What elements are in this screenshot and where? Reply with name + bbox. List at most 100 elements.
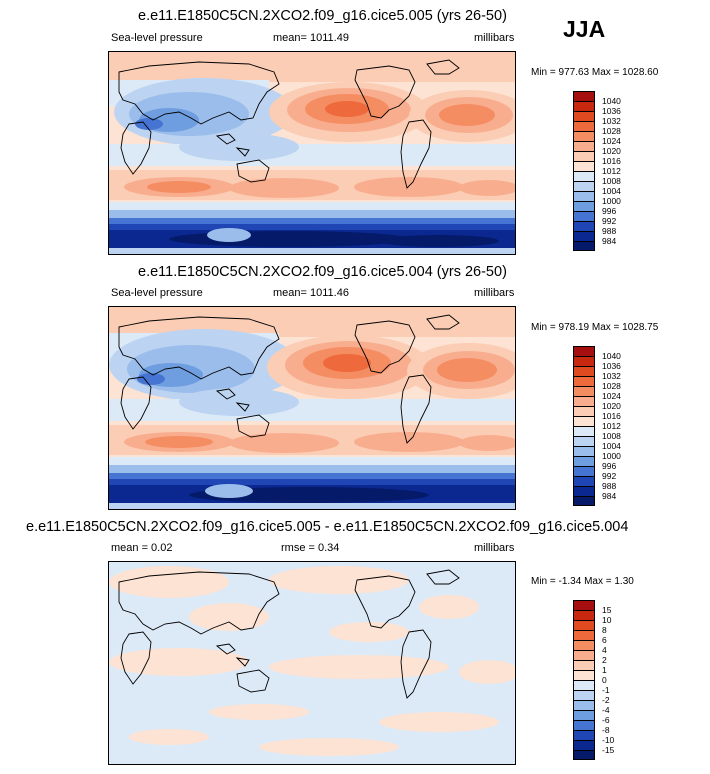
colorbar-swatch bbox=[573, 426, 595, 436]
colorbar-level-label: 996 bbox=[602, 205, 617, 216]
colorbar-level-label: 4 bbox=[602, 644, 607, 655]
colorbar-level-label: 2 bbox=[602, 654, 607, 665]
colorbar-level-label: 1016 bbox=[602, 410, 621, 421]
colorbar-swatch bbox=[573, 386, 595, 396]
colorbar-swatch bbox=[573, 600, 595, 610]
colorbar-swatch bbox=[573, 191, 595, 201]
colorbar-swatch bbox=[573, 720, 595, 730]
colorbar-swatch bbox=[573, 650, 595, 660]
colorbar-swatch bbox=[573, 201, 595, 211]
colorbar-level-label: 1024 bbox=[602, 390, 621, 401]
colorbar-level-label: 0 bbox=[602, 674, 607, 685]
colorbar-swatch bbox=[573, 620, 595, 630]
colorbar-level-label: 1020 bbox=[602, 145, 621, 156]
colorbar-swatch bbox=[573, 366, 595, 376]
colorbar-swatch bbox=[573, 750, 595, 760]
panel2-colorbar: 1040 1036 1032 1028 1024 1020 1016 1012 1008 1004… bbox=[573, 346, 633, 507]
colorbar-swatch bbox=[573, 356, 595, 366]
colorbar-level-label: 988 bbox=[602, 225, 617, 236]
panel1-units-label: millibars bbox=[474, 32, 515, 44]
colorbar-swatch bbox=[573, 406, 595, 416]
colorbar-swatch bbox=[573, 376, 595, 386]
colorbar-swatch bbox=[573, 91, 595, 101]
colorbar-level-label: -8 bbox=[602, 724, 610, 735]
colorbar-level-label: 1028 bbox=[602, 125, 621, 136]
colorbar-level-label: 1004 bbox=[602, 440, 621, 451]
colorbar-level-label: -4 bbox=[602, 704, 610, 715]
panel2-mean-label: mean= 1011.46 bbox=[273, 287, 349, 299]
colorbar-level-label: 1032 bbox=[602, 115, 621, 126]
panel2-title: e.e11.E1850C5CN.2XCO2.f09_g16.cice5.004 … bbox=[138, 264, 507, 280]
colorbar-swatch bbox=[573, 396, 595, 406]
colorbar-level-label: 1000 bbox=[602, 195, 621, 206]
colorbar-swatch bbox=[573, 740, 595, 750]
panel1-map bbox=[108, 51, 516, 255]
colorbar-swatch bbox=[573, 241, 595, 251]
colorbar-swatch bbox=[573, 446, 595, 456]
panel1-map-svg bbox=[109, 52, 515, 254]
colorbar-level-label: 8 bbox=[602, 624, 607, 635]
colorbar-swatch bbox=[573, 496, 595, 506]
colorbar-level-label: 1032 bbox=[602, 370, 621, 381]
panel3-min-max: Min = -1.34 Max = 1.30 bbox=[531, 576, 634, 587]
colorbar-level-label: 1012 bbox=[602, 420, 621, 431]
colorbar-level-label: 6 bbox=[602, 634, 607, 645]
colorbar-swatch bbox=[573, 476, 595, 486]
colorbar-swatch bbox=[573, 416, 595, 426]
colorbar-level-label: 996 bbox=[602, 460, 617, 471]
panel3-mean-label: mean = 0.02 bbox=[111, 542, 173, 554]
colorbar-level-label: -15 bbox=[602, 744, 615, 755]
colorbar-swatch bbox=[573, 630, 595, 640]
colorbar-swatch bbox=[573, 211, 595, 221]
colorbar-swatch bbox=[573, 171, 595, 181]
colorbar-swatch bbox=[573, 730, 595, 740]
colorbar-swatch bbox=[573, 670, 595, 680]
colorbar-swatch bbox=[573, 111, 595, 121]
panel3-title: e.e11.E1850C5CN.2XCO2.f09_g16.cice5.005 … bbox=[26, 519, 629, 535]
colorbar-swatch bbox=[573, 700, 595, 710]
panel1-min-max: Min = 977.63 Max = 1028.60 bbox=[531, 67, 659, 78]
colorbar-level-label: 15 bbox=[602, 604, 612, 615]
colorbar-level-label: 992 bbox=[602, 215, 617, 226]
colorbar-level-label: 1040 bbox=[602, 95, 621, 106]
panel1-field-label: Sea-level pressure bbox=[111, 32, 203, 44]
colorbar-swatch bbox=[573, 181, 595, 191]
colorbar-swatch bbox=[573, 231, 595, 241]
colorbar-swatch bbox=[573, 141, 595, 151]
panel1-colorbar: 1040 1036 1032 1028 1024 1020 1016 1012 1008 1004… bbox=[573, 91, 633, 252]
panel3-colorbar: 15 10 8 6 4 2 1 0 -1 -2 -4 -6 -8 -10 -15 bbox=[573, 600, 633, 761]
panel1-mean-label: mean= 1011.49 bbox=[273, 32, 349, 44]
panel2-map bbox=[108, 306, 516, 510]
colorbar-swatch bbox=[573, 161, 595, 171]
colorbar-swatch bbox=[573, 680, 595, 690]
colorbar-level-label: 988 bbox=[602, 480, 617, 491]
colorbar-level-label: 984 bbox=[602, 490, 617, 501]
colorbar-level-label: -10 bbox=[602, 734, 615, 745]
colorbar-swatch bbox=[573, 101, 595, 111]
panel2-map-svg bbox=[109, 307, 515, 509]
colorbar-level-label: 984 bbox=[602, 235, 617, 246]
colorbar-swatch bbox=[573, 640, 595, 650]
colorbar-swatch bbox=[573, 610, 595, 620]
colorbar-swatch bbox=[573, 121, 595, 131]
panel2-min-max: Min = 978.19 Max = 1028.75 bbox=[531, 322, 659, 333]
colorbar-level-label: 1008 bbox=[602, 430, 621, 441]
colorbar-level-label: 1036 bbox=[602, 360, 621, 371]
colorbar-level-label: 1008 bbox=[602, 175, 621, 186]
colorbar-level-label: 1016 bbox=[602, 155, 621, 166]
colorbar-level-label: 1024 bbox=[602, 135, 621, 146]
colorbar-swatch bbox=[573, 456, 595, 466]
colorbar-level-label: 1012 bbox=[602, 165, 621, 176]
colorbar-swatch bbox=[573, 221, 595, 231]
colorbar-swatch bbox=[573, 131, 595, 141]
colorbar-swatch bbox=[573, 466, 595, 476]
panel3-units-label: millibars bbox=[474, 542, 515, 554]
colorbar-swatch bbox=[573, 710, 595, 720]
colorbar-level-label: 1000 bbox=[602, 450, 621, 461]
colorbar-level-label: 1036 bbox=[602, 105, 621, 116]
colorbar-swatch bbox=[573, 346, 595, 356]
colorbar-swatch bbox=[573, 151, 595, 161]
colorbar-swatch bbox=[573, 660, 595, 670]
colorbar-level-label: 1040 bbox=[602, 350, 621, 361]
panel3-rmse-label: rmse = 0.34 bbox=[281, 542, 340, 554]
